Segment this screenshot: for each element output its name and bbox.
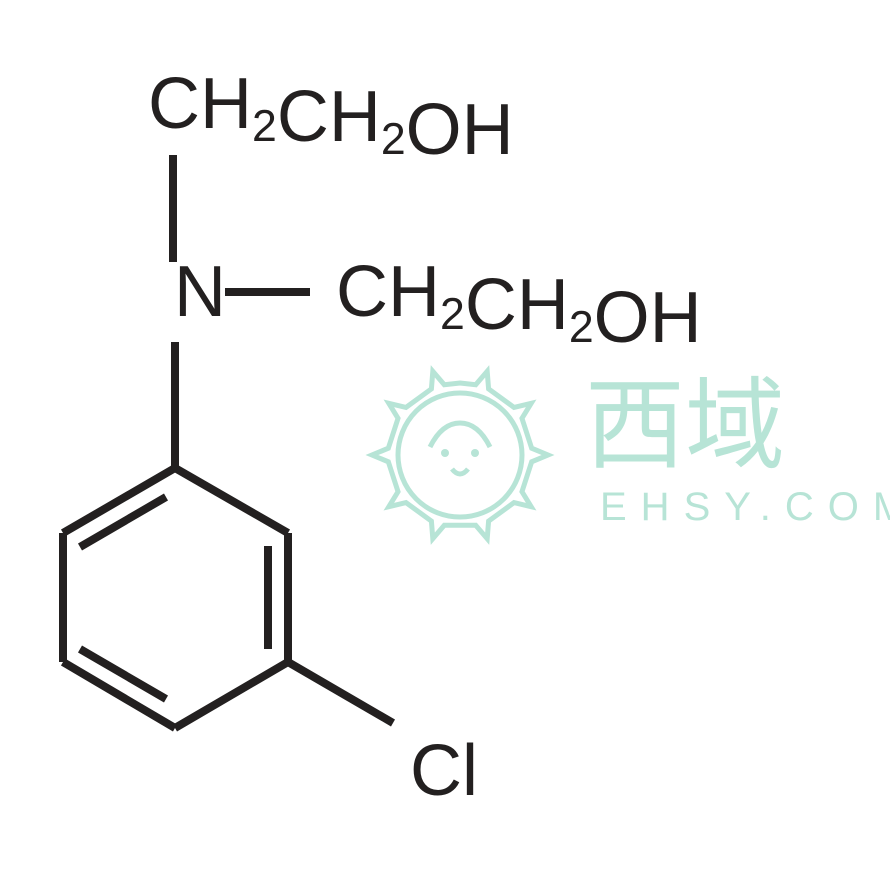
bonds [63,155,393,728]
label-top-chain: CH2CH2OH [148,64,514,170]
bond-11 [175,662,288,728]
label-mid-chain: CH2CH2OH [336,252,702,358]
watermark-latin-text: EHSY.COM [600,485,890,529]
bond-4 [80,497,166,547]
watermark-lion-mouth [452,469,468,474]
watermark-lion-eye-l [441,449,449,457]
watermark-lion-outline [430,423,490,447]
chemical-structure-diagram: 西域EHSY.COM CH2CH2OH CH2CH2OH N Cl [0,0,890,890]
bond-10 [80,649,166,699]
bond-12 [288,662,393,723]
watermark-gear-inner [398,393,522,517]
watermark-lion-eye-r [471,449,479,457]
label-chlorine: Cl [410,731,478,811]
bond-5 [175,468,288,533]
watermark-chinese-text: 西域 [585,370,785,482]
watermark: 西域EHSY.COM [372,370,890,539]
label-nitrogen: N [174,252,226,332]
